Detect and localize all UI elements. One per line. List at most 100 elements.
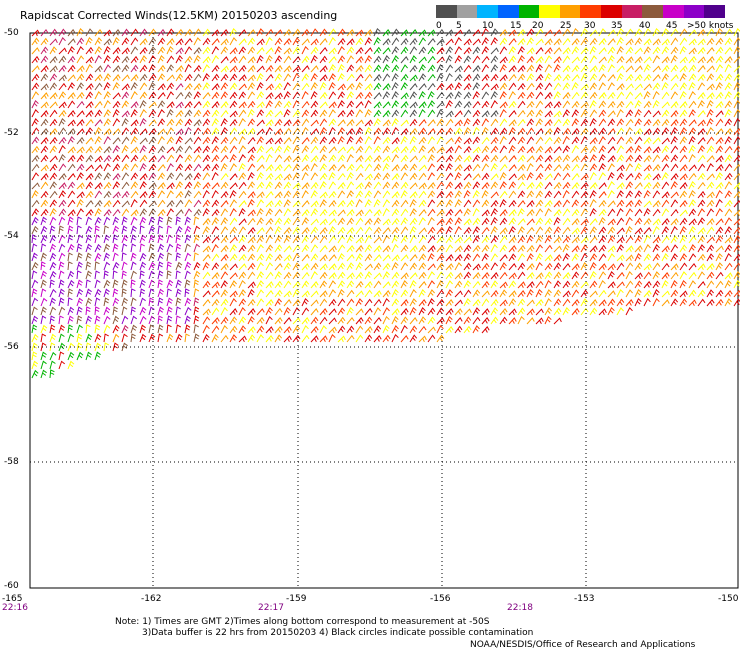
wind-barb xyxy=(544,136,553,145)
wind-barb xyxy=(220,56,229,64)
wind-barb xyxy=(346,73,355,82)
wind-barb xyxy=(589,261,597,271)
wind-barb xyxy=(580,91,589,100)
wind-barb xyxy=(40,145,49,154)
wind-barb xyxy=(553,254,562,262)
wind-barb xyxy=(508,173,517,181)
wind-barb xyxy=(634,252,642,262)
wind-barb xyxy=(31,270,38,280)
wind-barb xyxy=(184,109,193,118)
wind-barb xyxy=(499,82,508,91)
wind-barb xyxy=(238,298,247,307)
wind-barb xyxy=(634,297,642,307)
wind-barb xyxy=(553,289,562,298)
wind-barb xyxy=(256,262,264,271)
wind-barb xyxy=(607,118,616,127)
wind-barb xyxy=(661,262,670,271)
wind-barb xyxy=(103,190,112,199)
wind-barb xyxy=(733,182,740,190)
wind-barb xyxy=(526,155,535,163)
wind-barb xyxy=(40,216,47,226)
wind-barb xyxy=(166,118,175,127)
wind-barb xyxy=(490,127,499,136)
wind-barb xyxy=(292,72,300,82)
wind-barb xyxy=(400,119,409,127)
wind-barb xyxy=(283,108,291,118)
wind-barb xyxy=(652,190,661,199)
wind-barb xyxy=(580,154,589,163)
wind-barb xyxy=(715,245,724,253)
wind-barb xyxy=(544,244,553,253)
wind-barb xyxy=(589,65,598,73)
wind-barb xyxy=(94,333,102,343)
wind-barb xyxy=(526,91,535,100)
lat-label-60: -60 xyxy=(4,581,19,591)
wind-barb xyxy=(535,208,544,217)
wind-barb xyxy=(211,317,220,325)
wind-barb xyxy=(580,218,589,226)
wind-barb xyxy=(355,209,364,217)
wind-barb xyxy=(355,271,364,280)
wind-barb xyxy=(652,298,660,307)
wind-barb xyxy=(283,119,292,127)
wind-barb xyxy=(58,199,67,208)
wind-barb xyxy=(130,181,139,190)
wind-barb xyxy=(472,263,481,271)
wind-barb xyxy=(589,207,597,217)
wind-barb xyxy=(517,315,525,325)
wind-barb xyxy=(580,244,588,253)
wind-barb xyxy=(40,37,49,46)
wind-barb xyxy=(625,280,634,289)
wind-barb xyxy=(706,108,714,118)
wind-barb xyxy=(382,73,391,82)
wind-barb xyxy=(715,73,724,82)
wind-barb xyxy=(148,91,157,100)
wind-barb xyxy=(571,127,580,136)
wind-barb xyxy=(310,244,319,253)
wind-barb xyxy=(265,299,274,307)
wind-barb xyxy=(40,306,47,316)
wind-barb xyxy=(274,65,283,73)
wind-barb xyxy=(211,290,220,298)
wind-barb xyxy=(544,64,552,73)
wind-barb xyxy=(58,172,67,181)
wind-barb xyxy=(49,172,58,181)
wind-barb xyxy=(202,64,210,73)
wind-barb xyxy=(184,37,193,46)
wind-barb xyxy=(373,209,382,217)
wind-barb xyxy=(526,109,535,118)
wind-barb xyxy=(526,234,534,244)
wind-barb xyxy=(409,135,417,145)
wind-barb xyxy=(490,55,499,64)
wind-barb xyxy=(31,91,39,100)
wind-barb xyxy=(679,127,687,136)
wind-barb xyxy=(400,235,409,244)
wind-barb xyxy=(76,110,85,118)
wind-barb xyxy=(652,146,661,154)
wind-barb xyxy=(301,65,310,73)
wind-barb xyxy=(598,182,607,190)
wind-barb xyxy=(85,127,93,136)
wind-barb xyxy=(598,92,607,100)
wind-barb xyxy=(139,91,148,100)
wind-barb xyxy=(112,36,120,46)
wind-barb xyxy=(265,244,274,253)
wind-barb xyxy=(139,261,147,271)
wind-barb xyxy=(364,47,373,55)
wind-barb xyxy=(688,199,696,208)
wind-barb xyxy=(598,308,607,316)
wind-barb xyxy=(85,315,92,325)
wind-barb xyxy=(526,146,535,154)
wind-barb xyxy=(463,325,472,334)
wind-barb xyxy=(193,172,202,181)
wind-barb xyxy=(157,83,166,91)
wind-barb xyxy=(328,136,337,145)
wind-barb xyxy=(85,154,94,163)
wind-barb xyxy=(670,119,679,127)
wind-barb xyxy=(346,289,355,298)
wind-barb xyxy=(706,191,715,199)
wind-barb xyxy=(49,297,56,307)
wind-barb xyxy=(409,334,418,343)
wind-barb xyxy=(580,208,588,217)
wind-barb xyxy=(553,146,562,154)
